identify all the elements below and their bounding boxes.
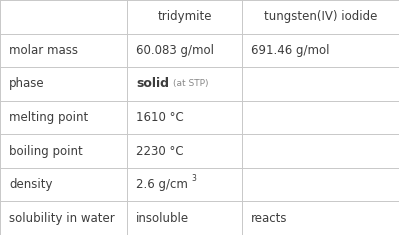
Text: solid: solid: [136, 77, 169, 90]
Text: reacts: reacts: [251, 212, 288, 225]
Text: boiling point: boiling point: [9, 145, 83, 158]
Text: 60.083 g/mol: 60.083 g/mol: [136, 44, 214, 57]
Text: (at STP): (at STP): [173, 79, 209, 88]
Text: 3: 3: [191, 174, 196, 183]
Text: solubility in water: solubility in water: [9, 212, 115, 225]
Text: 2230 °C: 2230 °C: [136, 145, 184, 158]
Text: density: density: [9, 178, 53, 191]
Text: 691.46 g/mol: 691.46 g/mol: [251, 44, 330, 57]
Text: phase: phase: [9, 77, 45, 90]
Text: 2.6 g/cm: 2.6 g/cm: [136, 178, 188, 191]
Text: tridymite: tridymite: [157, 10, 212, 23]
Text: insoluble: insoluble: [136, 212, 189, 225]
Text: melting point: melting point: [9, 111, 88, 124]
Text: 1610 °C: 1610 °C: [136, 111, 184, 124]
Text: molar mass: molar mass: [9, 44, 78, 57]
Text: tungsten(IV) iodide: tungsten(IV) iodide: [264, 10, 377, 23]
